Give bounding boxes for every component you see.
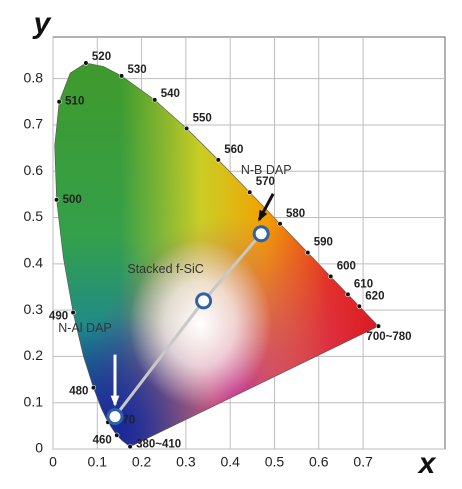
locus-dot <box>152 97 158 103</box>
locus-dot <box>247 189 253 195</box>
point-label: N-B DAP <box>241 163 292 177</box>
wavelength-label: 590 <box>314 237 333 249</box>
locus-dot <box>56 99 62 105</box>
wavelength-label: 620 <box>365 290 384 302</box>
wavelength-label: 550 <box>193 113 212 125</box>
locus-dot <box>305 250 311 256</box>
wavelength-label: 380~410 <box>136 439 181 451</box>
locus-dot <box>345 291 351 297</box>
locus-dot <box>118 73 125 79</box>
wavelength-label: 540 <box>161 88 180 100</box>
wavelength-label: 490 <box>49 310 68 322</box>
wavelength-label: 530 <box>128 64 147 76</box>
x-axis-label: x <box>417 447 437 480</box>
y-tick-label: 0 <box>35 440 43 456</box>
wavelength-label: 580 <box>286 208 305 220</box>
annotation-arrowhead <box>258 209 268 222</box>
wavelength-label: 570 <box>256 176 275 188</box>
data-point <box>106 408 124 426</box>
locus-dot <box>90 384 97 391</box>
locus-dot <box>356 303 362 309</box>
y-tick-label: 0.4 <box>24 255 44 271</box>
wavelength-label: 500 <box>63 194 82 206</box>
annotation-arrowhead <box>110 395 120 407</box>
y-tick-label: 0.7 <box>24 116 44 132</box>
wavelength-label: 560 <box>224 144 243 156</box>
locus-dot <box>114 432 120 438</box>
wavelength-label: 610 <box>354 278 373 290</box>
point-label: Stacked f-SiC <box>127 262 203 276</box>
locus-dot <box>83 60 89 66</box>
locus-dot <box>215 157 221 163</box>
x-tick-label: 0.6 <box>309 454 329 470</box>
locus-dot <box>328 273 334 280</box>
data-point <box>252 225 270 243</box>
y-axis-label: y <box>32 7 52 40</box>
y-tick-label: 0.5 <box>24 208 44 224</box>
y-tick-label: 0.1 <box>24 393 44 409</box>
x-tick-label: 0.3 <box>176 454 196 470</box>
locus-dot <box>277 221 283 227</box>
wavelength-label: 480 <box>69 386 88 398</box>
locus-dot <box>70 309 76 316</box>
x-tick-label: 0.1 <box>88 454 108 470</box>
wavelength-label: 700~780 <box>366 331 411 343</box>
data-point <box>195 292 213 310</box>
wavelength-label: 520 <box>92 51 111 63</box>
wavelength-label: 460 <box>93 434 112 446</box>
y-tick-label: 0.2 <box>24 347 44 363</box>
foreground: 0 0.1 0.2 0.3 0.4 0.5 0.6 0.7 0 0.1 0.2 0.3 0.4 0.5 0.… <box>24 51 412 470</box>
x-tick-label: 0.7 <box>353 454 373 470</box>
x-tick-label: 0.5 <box>265 454 285 470</box>
x-tick-label: 0.2 <box>132 454 152 470</box>
locus-dot <box>375 323 382 329</box>
x-tick-label: 0.4 <box>220 454 240 470</box>
locus-dot <box>127 444 133 450</box>
x-tick-label: 0 <box>49 454 57 470</box>
wavelength-label: 510 <box>65 96 84 108</box>
y-tick-label: 0.6 <box>24 162 44 178</box>
point-label: N-Al DAP <box>58 321 111 335</box>
locus-dot <box>54 197 60 203</box>
locus-dot <box>183 125 190 132</box>
wavelength-label: 600 <box>337 261 356 273</box>
y-tick-label: 0.8 <box>24 69 44 85</box>
y-tick-label: 0.3 <box>24 301 44 317</box>
